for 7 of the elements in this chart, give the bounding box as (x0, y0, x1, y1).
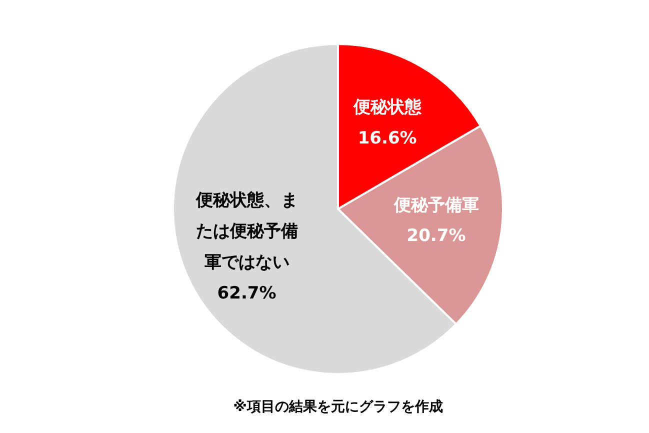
slice-label: 便秘予備軍 (392, 195, 479, 216)
text: ※項目の結果を元にグラフを作成 (233, 399, 443, 415)
slice-label: 便秘状態 (352, 97, 422, 118)
data-label: 16.6% (358, 128, 417, 148)
data-label: 20.7% (406, 226, 466, 246)
data-label: 62.7% (217, 284, 276, 304)
slice-label: 便秘状態、または便秘予備軍ではない (194, 190, 298, 273)
